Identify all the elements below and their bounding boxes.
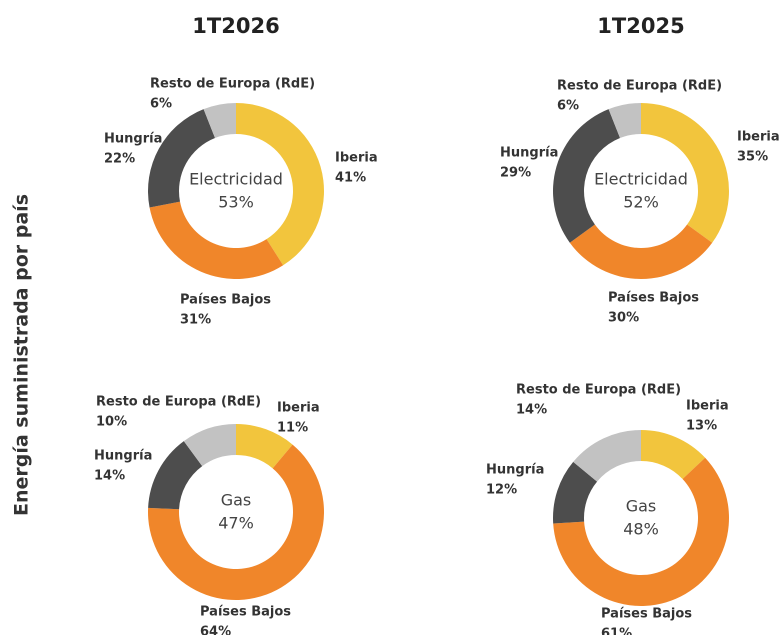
slice-name: Países Bajos — [601, 607, 692, 622]
slice-value-label: 41% — [335, 171, 366, 186]
slice-name: Países Bajos — [200, 605, 291, 620]
center-value: 48% — [623, 520, 659, 539]
donut-slice — [573, 430, 641, 482]
center-value: 52% — [623, 193, 659, 212]
slice-value-label: 10% — [96, 415, 127, 430]
slice-name: Iberia — [335, 151, 378, 166]
donut-slice — [148, 444, 324, 600]
donut-slice — [236, 103, 325, 266]
slice-value-label: 14% — [94, 469, 125, 484]
slice-name: Iberia — [277, 401, 320, 416]
slice-name: Resto de Europa (RdE) — [557, 79, 722, 94]
y-axis-label: Energía suministrada por país — [11, 194, 33, 516]
donut-slice — [641, 430, 706, 479]
center-label: Electricidad — [189, 170, 283, 189]
slice-value-label: 30% — [608, 311, 639, 326]
slice-name: Hungría — [500, 146, 558, 161]
slice-value-label: 22% — [104, 152, 135, 167]
slice-name: Resto de Europa (RdE) — [516, 383, 681, 398]
donut-slice — [149, 201, 284, 279]
slice-value-label: 31% — [180, 313, 211, 328]
column-title: 1T2025 — [597, 14, 684, 38]
center-value: 47% — [218, 514, 254, 533]
slice-value-label: 6% — [150, 97, 172, 112]
slice-name: Resto de Europa (RdE) — [150, 77, 315, 92]
slice-name: Hungría — [94, 449, 152, 464]
center-label: Electricidad — [594, 170, 688, 189]
donut-slice — [236, 424, 293, 469]
slice-value-label: 14% — [516, 403, 547, 418]
slice-value-label: 35% — [737, 150, 768, 165]
donut-slice — [641, 103, 729, 243]
center-value: 53% — [218, 193, 254, 212]
slice-value-label: 6% — [557, 99, 579, 114]
slice-name: Países Bajos — [608, 291, 699, 306]
slice-value-label: 29% — [500, 166, 531, 181]
donut-slice — [148, 441, 203, 510]
donut-slice — [203, 103, 236, 139]
donut-slice — [569, 224, 713, 279]
donut-slice — [553, 461, 598, 524]
donut-slice — [553, 457, 729, 606]
slice-name: Resto de Europa (RdE) — [96, 395, 261, 410]
slice-value-label: 13% — [686, 419, 717, 434]
center-label: Gas — [221, 491, 252, 510]
donut-slice — [183, 424, 236, 467]
slice-name: Hungría — [486, 463, 544, 478]
slice-value-label: 12% — [486, 483, 517, 498]
slice-value-label: 64% — [200, 625, 231, 635]
slice-value-label: 61% — [601, 627, 632, 635]
donut-slice — [608, 103, 641, 139]
slice-name: Iberia — [686, 399, 729, 414]
column-title: 1T2026 — [192, 14, 279, 38]
slice-name: Hungría — [104, 132, 162, 147]
donut-slice — [147, 109, 216, 208]
slice-value-label: 11% — [277, 421, 308, 436]
slice-name: Iberia — [737, 130, 780, 145]
slice-name: Países Bajos — [180, 293, 271, 308]
donut-slice — [553, 109, 621, 243]
center-label: Gas — [626, 497, 657, 516]
